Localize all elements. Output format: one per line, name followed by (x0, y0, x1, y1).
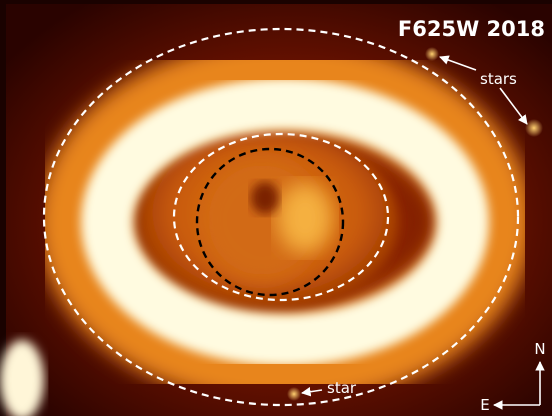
star (425, 47, 439, 61)
arrow (439, 55, 477, 71)
compass-label: E (480, 396, 489, 414)
title: F625W 2018 (398, 17, 545, 41)
ring (81, 78, 489, 366)
outer-ellipse (42, 27, 520, 407)
annotation: stars (480, 70, 517, 88)
ejecta-dark (251, 182, 279, 214)
annotation: star (327, 379, 357, 397)
star (525, 119, 543, 137)
compass-label: N (534, 340, 545, 358)
source (0, 340, 44, 416)
middle-ellipse (172, 132, 390, 302)
ejecta-bright (277, 183, 333, 253)
arrow (301, 386, 323, 397)
inner-circle (195, 147, 345, 297)
star (287, 387, 301, 401)
arrow (499, 87, 528, 125)
